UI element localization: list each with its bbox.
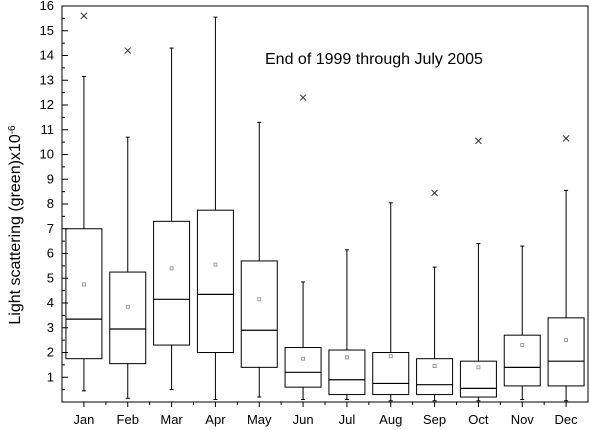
- x-tick-label: Sep: [423, 412, 446, 427]
- y-tick-label: 16: [40, 0, 54, 13]
- outlier-marker-stroke-b: [475, 137, 482, 145]
- y-tick-label: 14: [40, 48, 54, 63]
- y-tick-label: 1: [47, 369, 54, 384]
- x-tick-label: Nov: [511, 412, 535, 427]
- box-mean-marker: [82, 282, 86, 287]
- x-tick-label: Oct: [468, 412, 489, 427]
- box-mean-marker: [169, 266, 174, 271]
- y-tick-label: 12: [40, 97, 54, 112]
- y-tick-label: 5: [47, 270, 54, 285]
- box-mean-marker: [213, 262, 218, 267]
- outlier-marker-stroke-b: [80, 12, 88, 20]
- box-iqr: [240, 260, 278, 368]
- y-tick-label: 3: [47, 320, 54, 335]
- box-mean-marker: [345, 355, 349, 360]
- x-tick-label: Apr: [205, 412, 226, 427]
- box-iqr: [547, 317, 585, 387]
- outlier-marker-stroke-b: [431, 189, 438, 197]
- box-iqr: [416, 358, 454, 396]
- y-tick-label: 10: [40, 147, 54, 162]
- y-tick-label: 15: [40, 23, 54, 38]
- box-mean-marker: [564, 338, 568, 343]
- y-tick-label: 11: [41, 122, 55, 137]
- box-iqr: [153, 220, 191, 346]
- y-tick-label: 13: [40, 72, 54, 87]
- y-tick-label: 2: [47, 345, 54, 360]
- box-iqr: [65, 228, 103, 360]
- outlier-marker-stroke-b: [299, 94, 307, 101]
- y-tick-label: 6: [47, 246, 54, 261]
- x-tick-label: Jul: [339, 412, 356, 427]
- y-axis-title-exponent: -6: [7, 125, 18, 134]
- outlier-marker-stroke-b: [124, 47, 132, 54]
- box-iqr: [503, 334, 541, 387]
- y-axis-title: Light scattering (green)x10-6: [7, 125, 25, 325]
- box-iqr: [109, 271, 147, 365]
- x-tick-label: Dec: [555, 412, 579, 427]
- box-mean-marker: [125, 304, 130, 309]
- box-iqr: [328, 349, 366, 396]
- y-tick-label: 9: [47, 171, 54, 186]
- x-tick-label: Jan: [73, 412, 94, 427]
- box-iqr: [196, 209, 234, 353]
- box-iqr: [459, 360, 497, 398]
- box-mean-marker: [476, 365, 481, 370]
- y-axis-title-base: Light scattering (green)x10: [7, 134, 24, 324]
- x-tick-label: Aug: [379, 412, 402, 427]
- outlier-marker-stroke-b: [562, 135, 570, 142]
- box-mean-marker: [432, 364, 437, 369]
- x-tick-label: May: [247, 412, 272, 427]
- box-mean-marker: [520, 343, 525, 347]
- box-iqr: [284, 347, 322, 388]
- x-tick-label: Jun: [293, 412, 314, 427]
- chart-annotation: End of 1999 through July 2005: [265, 51, 483, 68]
- box-mean-marker: [388, 354, 393, 359]
- box-iqr: [372, 352, 410, 396]
- box-mean-marker: [301, 356, 305, 361]
- y-tick-label: 7: [47, 221, 54, 236]
- y-tick-label: 8: [47, 196, 54, 211]
- x-tick-label: Feb: [117, 412, 139, 427]
- x-tick-label: Mar: [160, 412, 183, 427]
- box-mean-marker: [257, 297, 262, 302]
- y-tick-label: 4: [47, 295, 54, 310]
